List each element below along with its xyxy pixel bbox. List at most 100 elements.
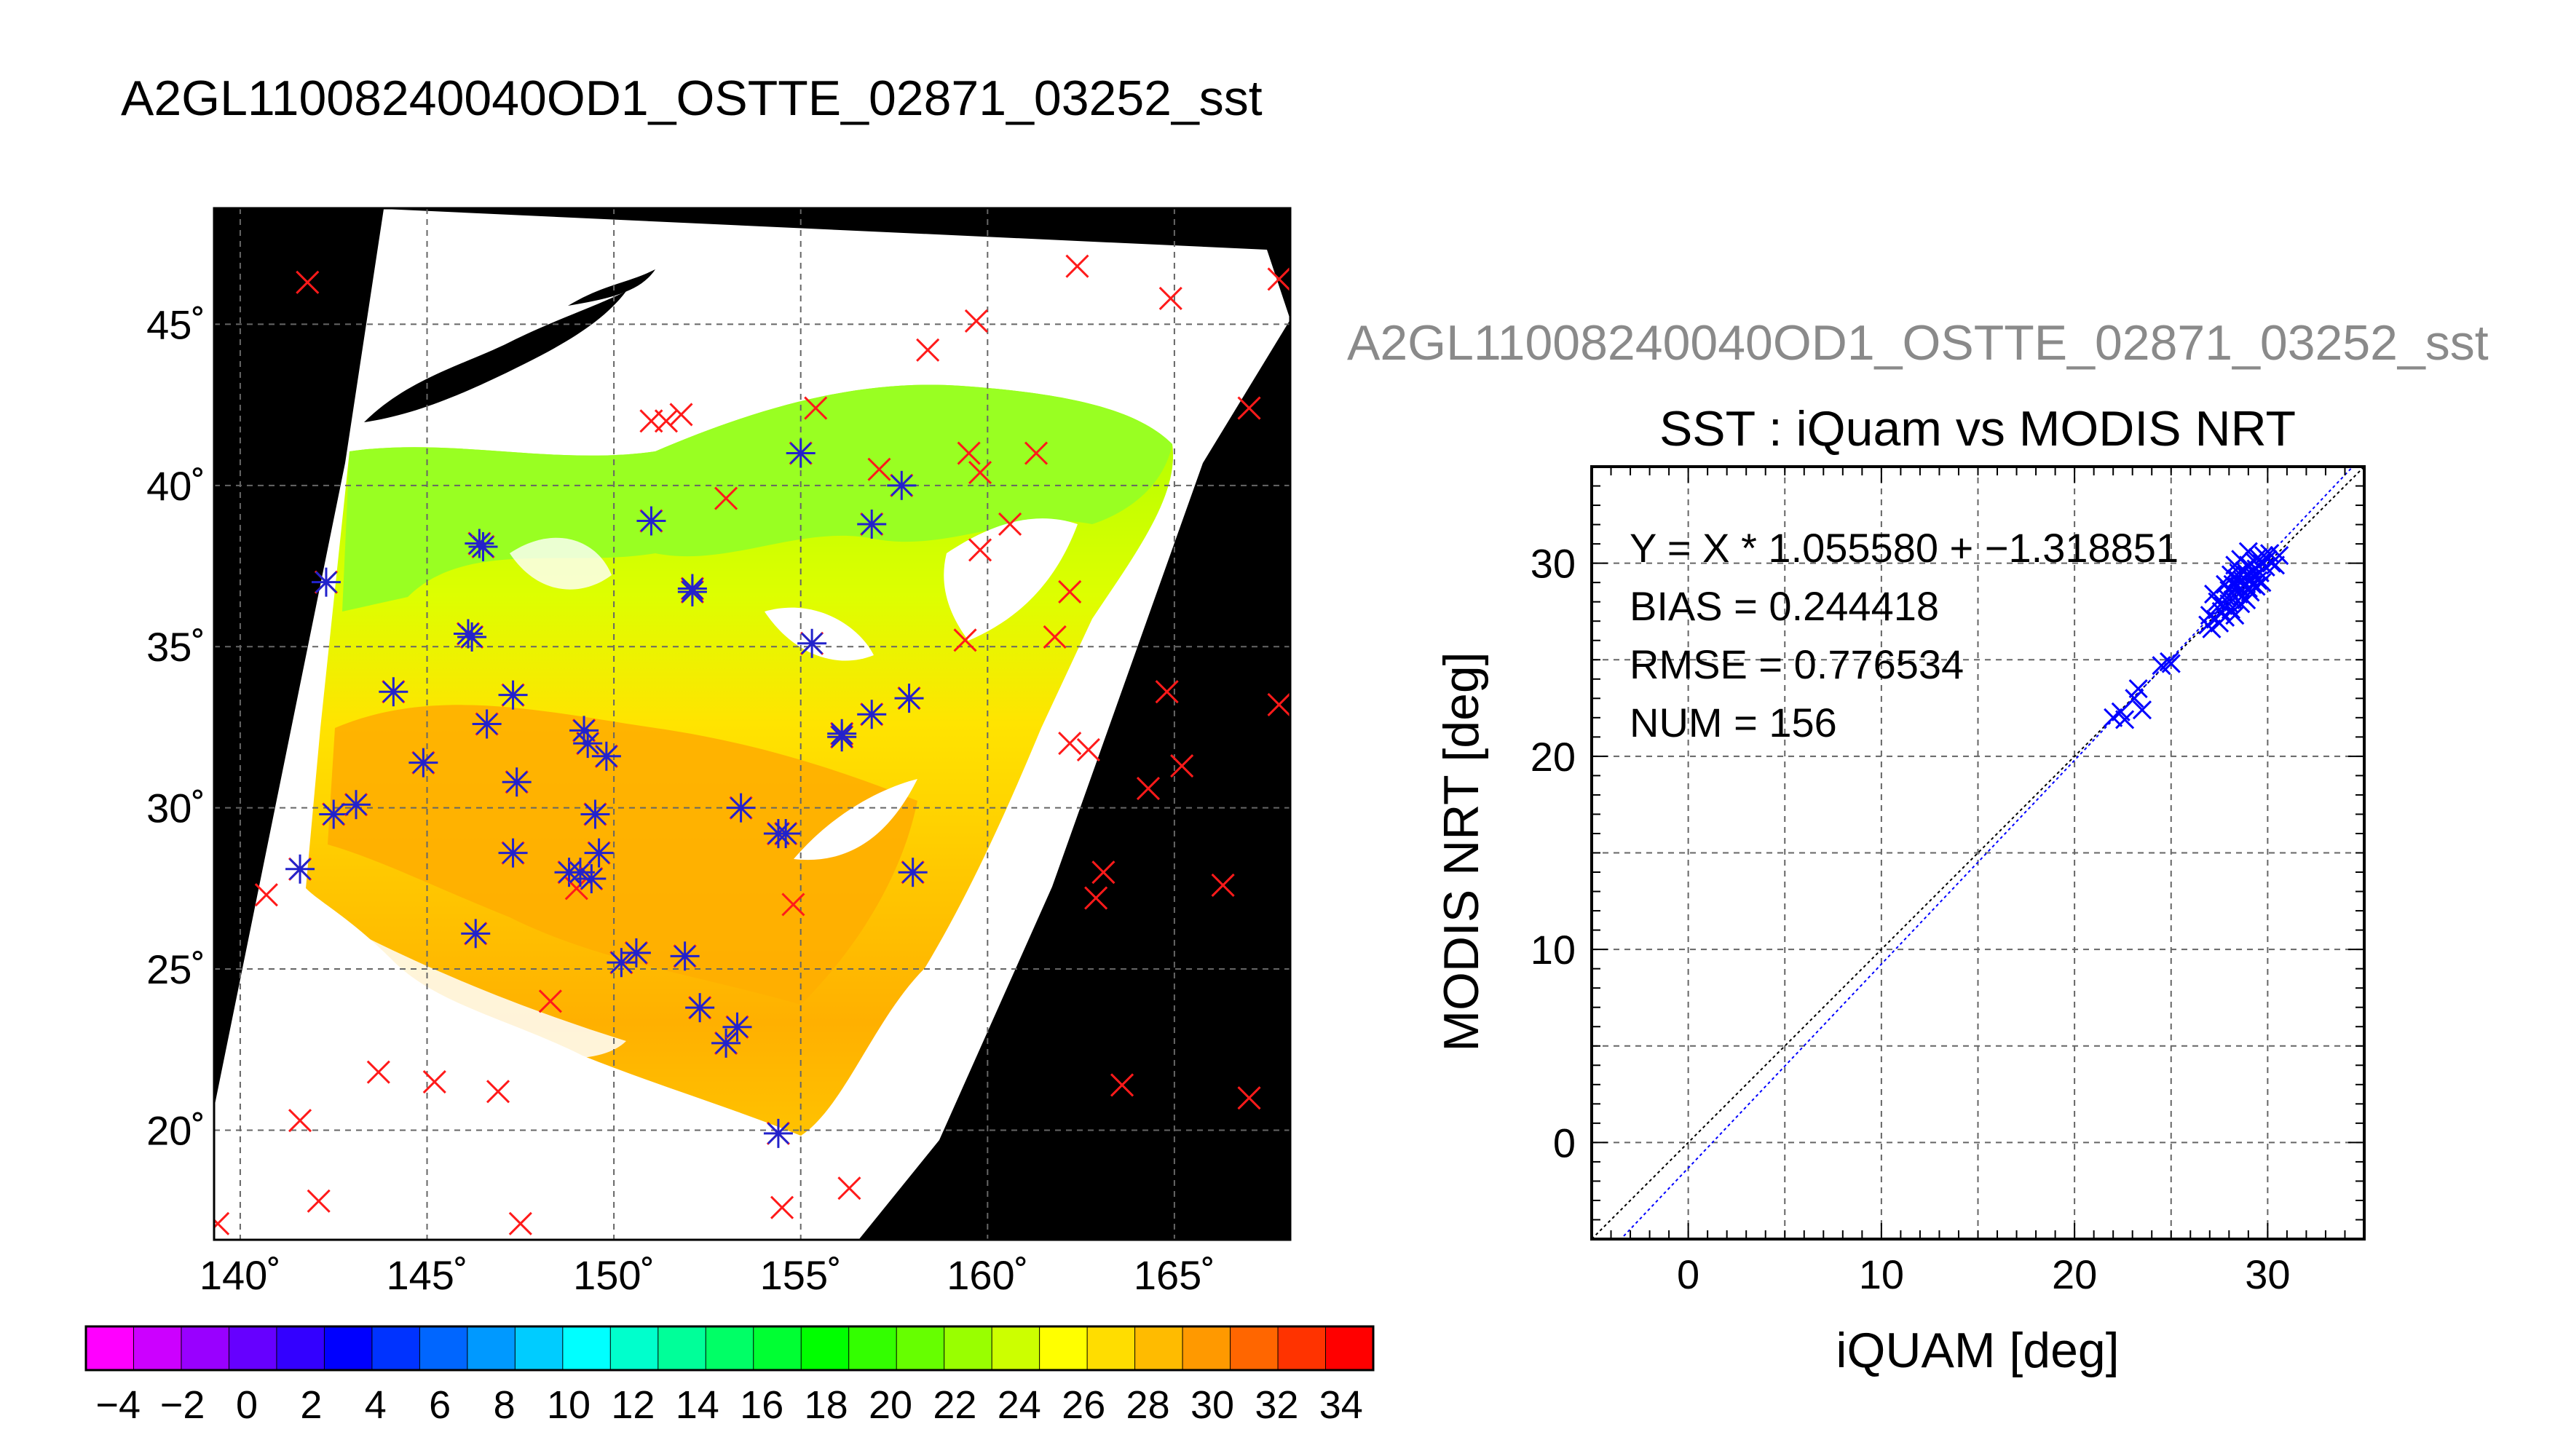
colorbar-tick-label: 20 bbox=[869, 1383, 912, 1427]
colorbar-tick-label: 32 bbox=[1255, 1383, 1298, 1427]
iquam-point bbox=[508, 1211, 532, 1235]
colorbar-swatch bbox=[1278, 1326, 1327, 1370]
scatter-point bbox=[2246, 577, 2266, 596]
scatter-point bbox=[2132, 700, 2152, 720]
y-tick-label: 0 bbox=[1553, 1120, 1576, 1166]
matched-point bbox=[285, 854, 315, 884]
lat-tick-label: 45˚ bbox=[146, 301, 205, 347]
matched-point bbox=[584, 838, 614, 868]
iquam-point bbox=[1065, 254, 1089, 278]
matched-point bbox=[457, 622, 487, 652]
colorbar-swatch bbox=[133, 1326, 182, 1370]
colorbar-swatch bbox=[1230, 1326, 1279, 1370]
colorbar-swatch bbox=[753, 1326, 802, 1370]
stats-line: NUM = 156 bbox=[1630, 700, 1837, 745]
matched-point bbox=[711, 1028, 741, 1058]
colorbar-tick-label: 8 bbox=[494, 1383, 516, 1427]
iquam-point bbox=[1237, 396, 1261, 420]
iquam-point bbox=[998, 512, 1022, 537]
matched-point bbox=[636, 506, 666, 536]
colorbar-swatch bbox=[1039, 1326, 1088, 1370]
lat-tick-label: 25˚ bbox=[146, 946, 205, 992]
colorbar-tick-label: −2 bbox=[160, 1383, 205, 1427]
matched-point bbox=[763, 1118, 793, 1148]
plot-minor-ticks bbox=[1591, 466, 2365, 1240]
matched-point bbox=[607, 948, 636, 978]
stats-line: RMSE = 0.776534 bbox=[1630, 641, 1964, 687]
colorbar-tick-label: 2 bbox=[300, 1383, 322, 1427]
scatter-point bbox=[2128, 678, 2148, 699]
matched-point bbox=[461, 919, 491, 949]
scatter-file-title: A2GL11008240040OD1_OSTTE_02871_03252_sst bbox=[1347, 315, 2489, 371]
scatter-title: SST : iQuam vs MODIS NRT bbox=[1659, 401, 2296, 456]
iquam-point bbox=[1155, 680, 1179, 704]
matched-point bbox=[857, 700, 887, 729]
colorbar-tick-label: 10 bbox=[547, 1383, 591, 1427]
scatter-point bbox=[2238, 542, 2258, 561]
map-markers bbox=[214, 254, 1290, 1235]
lat-tick-label: 35˚ bbox=[146, 624, 205, 670]
x-tick-label: 20 bbox=[2052, 1251, 2097, 1297]
matched-point bbox=[670, 941, 700, 971]
matched-point bbox=[569, 716, 599, 745]
colorbar-swatch bbox=[562, 1326, 611, 1370]
matched-point bbox=[894, 684, 924, 713]
scatter-point bbox=[2161, 654, 2181, 673]
map-frame bbox=[213, 207, 1292, 1241]
y-tick-label: 30 bbox=[1531, 541, 1576, 587]
iquam-point bbox=[1076, 737, 1100, 761]
iquam-point bbox=[1136, 777, 1161, 801]
iquam-point bbox=[214, 1211, 230, 1235]
colorbar-swatch bbox=[992, 1326, 1040, 1370]
lon-tick-label: 145˚ bbox=[386, 1252, 467, 1298]
colorbar-swatch bbox=[371, 1326, 420, 1370]
colorbar-swatch bbox=[181, 1326, 229, 1370]
iquam-point bbox=[1024, 441, 1049, 465]
lon-tick-label: 150˚ bbox=[573, 1252, 655, 1298]
colorbar-tick-label: 14 bbox=[676, 1383, 719, 1427]
colorbar-tick-label: 16 bbox=[740, 1383, 783, 1427]
lon-tick-label: 165˚ bbox=[1134, 1252, 1215, 1298]
lon-tick-label: 140˚ bbox=[200, 1252, 281, 1298]
stats-annotation: Y = X * 1.055580 + −1.318851 BIAS = 0.244… bbox=[1630, 525, 2179, 745]
lon-tick-label: 160˚ bbox=[947, 1252, 1028, 1298]
matched-point bbox=[857, 509, 887, 539]
scatter-point bbox=[2215, 574, 2235, 594]
lat-tick-label: 30˚ bbox=[146, 786, 205, 831]
colorbar-tick-label: −4 bbox=[95, 1383, 141, 1427]
colorbar-swatch bbox=[1325, 1326, 1374, 1370]
map-title: A2GL11008240040OD1_OSTTE_02871_03252_sst bbox=[121, 71, 1263, 126]
matched-point bbox=[577, 864, 607, 894]
colorbar-swatch bbox=[86, 1326, 134, 1370]
iquam-point bbox=[288, 1109, 312, 1133]
iquam-point bbox=[1237, 1086, 1261, 1110]
sst-colorbar: −4 −2 0 2 4 6 8 10 12 14 16 18 20 22 24 26 28 30 32 34 bbox=[84, 1325, 1375, 1427]
x-tick-label: 0 bbox=[1677, 1251, 1699, 1297]
matched-point bbox=[722, 1012, 752, 1042]
iquam-point bbox=[1058, 732, 1082, 756]
scatter-point bbox=[2265, 555, 2286, 575]
colorbar-swatch bbox=[944, 1326, 992, 1370]
y-tick-label: 20 bbox=[1531, 734, 1576, 780]
colorbar-swatch bbox=[896, 1326, 945, 1370]
matched-point bbox=[726, 793, 756, 823]
colorbar-swatch bbox=[324, 1326, 373, 1370]
scatter-point bbox=[2270, 545, 2289, 566]
iquam-point bbox=[1084, 886, 1108, 910]
iquam-point bbox=[837, 1176, 861, 1200]
iquam-point bbox=[770, 1195, 794, 1219]
plot-grid bbox=[1592, 467, 2364, 1239]
colorbar-swatch bbox=[276, 1326, 325, 1370]
iquam-point bbox=[1170, 754, 1194, 778]
colorbar-swatch bbox=[419, 1326, 468, 1370]
colorbar-tick-label: 26 bbox=[1062, 1383, 1105, 1427]
iquam-point bbox=[781, 893, 805, 917]
matched-point bbox=[677, 577, 707, 606]
map-grid bbox=[214, 208, 1290, 1240]
iquam-point bbox=[964, 309, 988, 333]
iquam-point bbox=[538, 989, 562, 1013]
iquam-point bbox=[422, 1069, 446, 1094]
lat-tick-label: 40˚ bbox=[146, 463, 205, 509]
